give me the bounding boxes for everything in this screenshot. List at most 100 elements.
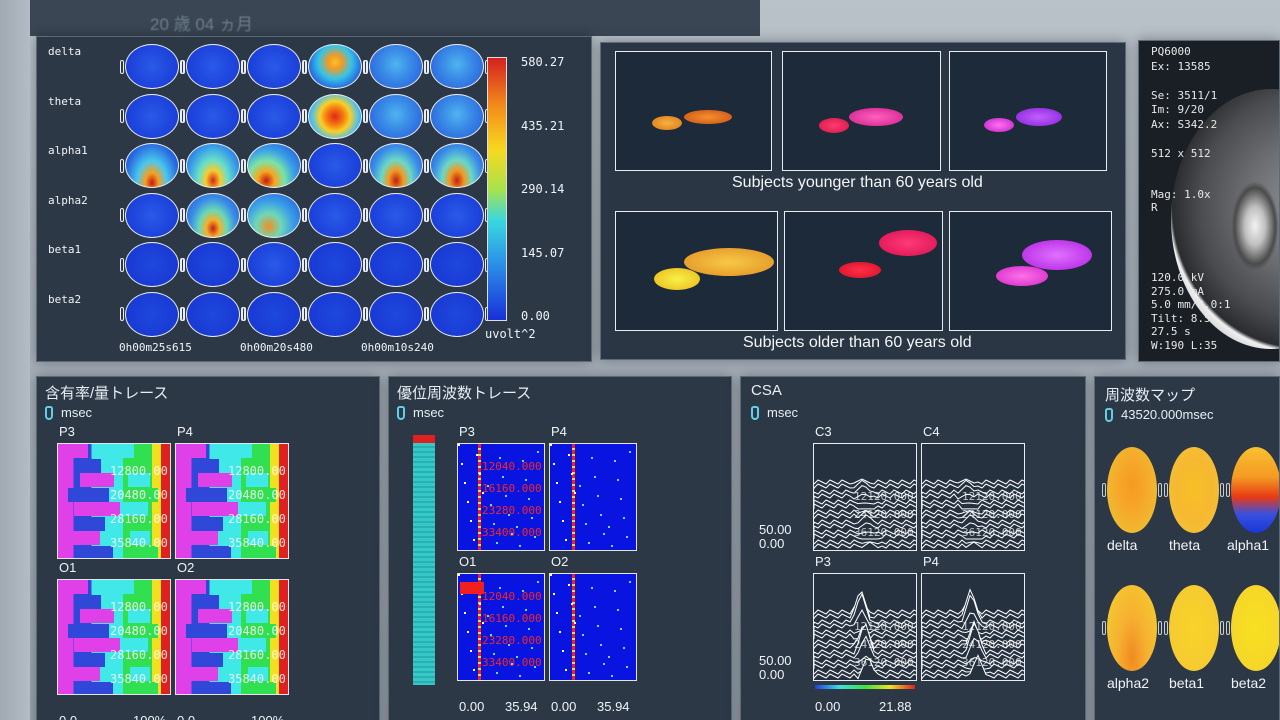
topomap-head: [364, 192, 428, 238]
speckle: [531, 517, 533, 519]
ear: [120, 307, 124, 321]
speckle: [611, 675, 613, 677]
freq-map-head: [1102, 585, 1162, 671]
ear: [242, 158, 246, 173]
ear: [242, 59, 246, 74]
ear: [1158, 621, 1162, 635]
ct-info-line: Tilt: 8.5: [1151, 311, 1211, 325]
axis-label: 0.00: [459, 699, 485, 714]
row-value: 28160.00: [228, 512, 286, 526]
csa-unit: msec: [767, 405, 799, 420]
csa-waveform: [922, 654, 1024, 679]
speckle: [534, 536, 536, 538]
blob: [996, 266, 1048, 286]
time-label: 0h00m20s480: [240, 341, 313, 354]
speckle: [487, 615, 489, 617]
step-band: [130, 531, 150, 545]
ear: [364, 109, 368, 123]
speckle: [473, 669, 475, 671]
row-value: 16160.000: [482, 612, 542, 625]
topomap-head: [242, 192, 306, 238]
step-band: [80, 516, 105, 531]
ct-info-line: 275.0 mA: [1151, 284, 1204, 298]
axis-label: 100%: [251, 713, 284, 720]
axis-label: 35.94: [597, 699, 630, 714]
csa-waveform: [814, 493, 916, 500]
ear: [1164, 621, 1168, 635]
csa-trace-box: 12120.000 24120.000 36120.000: [921, 443, 1025, 551]
step-band: [186, 667, 218, 681]
scope-old-3: [949, 211, 1112, 331]
topomap-head: [181, 143, 245, 188]
step-band: [80, 609, 114, 623]
speckle: [534, 666, 536, 668]
row-value: 23280.000: [482, 504, 542, 517]
colorbar: [487, 57, 507, 321]
row-value: 20480.00: [110, 488, 168, 502]
freq-map-head: [1164, 447, 1224, 533]
speckle: [574, 622, 576, 624]
band-label: theta: [1169, 537, 1201, 553]
dominant-freq-box: [549, 573, 637, 681]
step-band: [186, 487, 227, 502]
scope-young-3: [949, 51, 1107, 171]
ear: [1164, 483, 1168, 497]
csa-waveform: [814, 541, 916, 549]
speckle: [511, 533, 513, 535]
speckle: [537, 451, 539, 453]
speckle: [458, 444, 460, 446]
row-value: 20480.00: [228, 624, 286, 638]
topomap-head: [120, 242, 184, 287]
speckle: [464, 612, 466, 614]
speckle: [482, 622, 484, 624]
ear: [303, 307, 307, 321]
channel-label: O2: [177, 560, 195, 575]
row-value: 12800.00: [228, 600, 286, 614]
row-value: 35840.00: [110, 672, 168, 686]
ear: [1220, 621, 1224, 635]
ct-info-line: Im: 9/20: [1151, 103, 1204, 116]
speckle: [562, 520, 564, 522]
ear: [181, 257, 185, 272]
speckle: [588, 542, 590, 544]
dominant-freq-box: 12040.000 16160.000 23280.000 33400.000: [457, 573, 545, 681]
speckle: [516, 656, 518, 658]
step-band: [186, 623, 227, 638]
speckle: [464, 482, 466, 484]
channel-label: C3: [815, 424, 832, 439]
topomap-head: [303, 44, 367, 89]
row-value: 35840.00: [110, 536, 168, 550]
step-band: [243, 516, 260, 531]
topomap-head: [242, 93, 306, 139]
channel-label: P3: [815, 554, 831, 569]
row-value: 12120.000: [854, 490, 914, 503]
row-value: 20480.00: [228, 488, 286, 502]
power-spectrum-box: 12800.00 20480.00 28160.00 35840.00: [175, 579, 289, 695]
row-value: 24120.000: [854, 508, 914, 521]
topomap-head: [364, 143, 428, 188]
speckle: [574, 492, 576, 494]
step-band: [236, 444, 252, 458]
speckle: [467, 631, 469, 633]
step-band: [133, 623, 158, 638]
csa-waveform: [814, 658, 916, 680]
row-value: 12040.000: [482, 460, 542, 473]
speckle: [505, 625, 507, 627]
freq-map-head: [1102, 447, 1162, 533]
step-band: [68, 487, 109, 502]
freq-map-unit: 43520.000msec: [1121, 407, 1214, 422]
topomap-head: [120, 93, 184, 139]
speckle: [525, 479, 527, 481]
step-band: [68, 667, 100, 681]
csa-waveform: [922, 657, 1024, 665]
power-trace-unit: msec: [61, 405, 93, 420]
speckle: [597, 495, 599, 497]
speckle: [502, 606, 504, 608]
ear: [120, 59, 124, 74]
speckle: [603, 533, 605, 535]
csa-waveform: [814, 522, 916, 530]
csa-waveform: [922, 479, 1024, 489]
speckle: [579, 615, 581, 617]
step-band: [118, 580, 134, 594]
step-band: [125, 652, 142, 667]
